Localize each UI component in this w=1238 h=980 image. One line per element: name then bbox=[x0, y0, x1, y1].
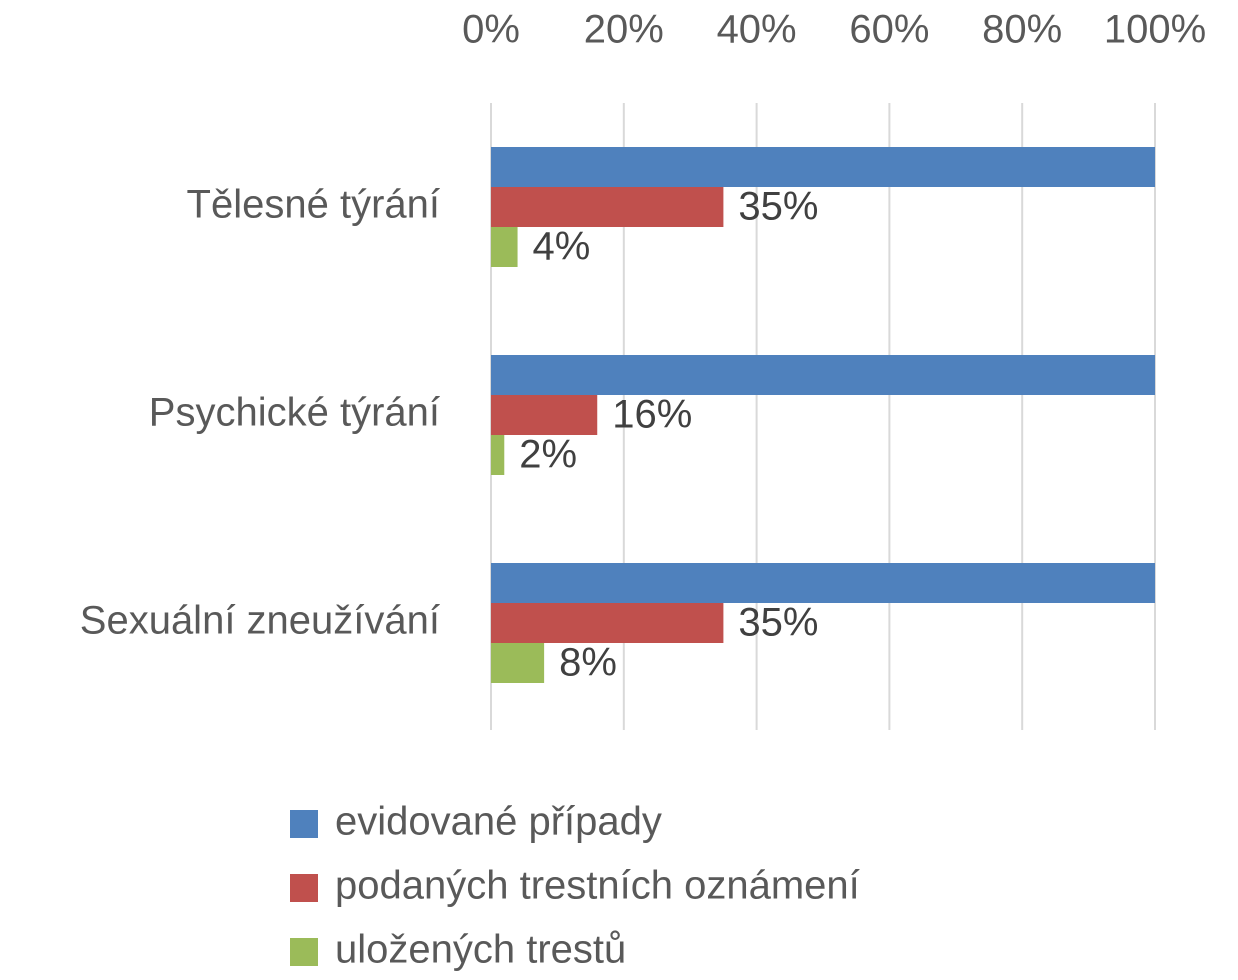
x-tick-label: 100% bbox=[1104, 8, 1206, 52]
bar bbox=[491, 643, 545, 683]
legend-label: uložených trestů bbox=[335, 928, 626, 972]
bar bbox=[491, 187, 724, 227]
x-tick-label: 20% bbox=[584, 8, 664, 52]
category-label: Sexuální zneužívání bbox=[80, 599, 440, 643]
bar bbox=[491, 147, 1155, 187]
data-label: 35% bbox=[738, 601, 818, 645]
bar bbox=[491, 395, 598, 435]
bar bbox=[491, 355, 1155, 395]
data-label: 35% bbox=[738, 185, 818, 229]
x-tick-label: 40% bbox=[717, 8, 797, 52]
data-label: 4% bbox=[533, 225, 591, 269]
legend-label: podaných trestních oznámení bbox=[335, 864, 860, 908]
data-label: 8% bbox=[559, 641, 617, 685]
x-tick-label: 0% bbox=[462, 8, 520, 52]
x-tick-label: 80% bbox=[982, 8, 1062, 52]
legend-swatch bbox=[290, 874, 318, 902]
bar bbox=[491, 435, 505, 475]
data-label: 2% bbox=[519, 433, 577, 477]
bar bbox=[491, 563, 1155, 603]
bar bbox=[491, 603, 724, 643]
category-label: Psychické týrání bbox=[149, 391, 440, 435]
x-tick-label: 60% bbox=[849, 8, 929, 52]
legend-swatch bbox=[290, 810, 318, 838]
legend-swatch bbox=[290, 938, 318, 966]
data-label: 16% bbox=[612, 393, 692, 437]
legend-label: evidované případy bbox=[335, 800, 662, 844]
bar bbox=[491, 227, 518, 267]
category-label: Tělesné týrání bbox=[187, 183, 440, 227]
